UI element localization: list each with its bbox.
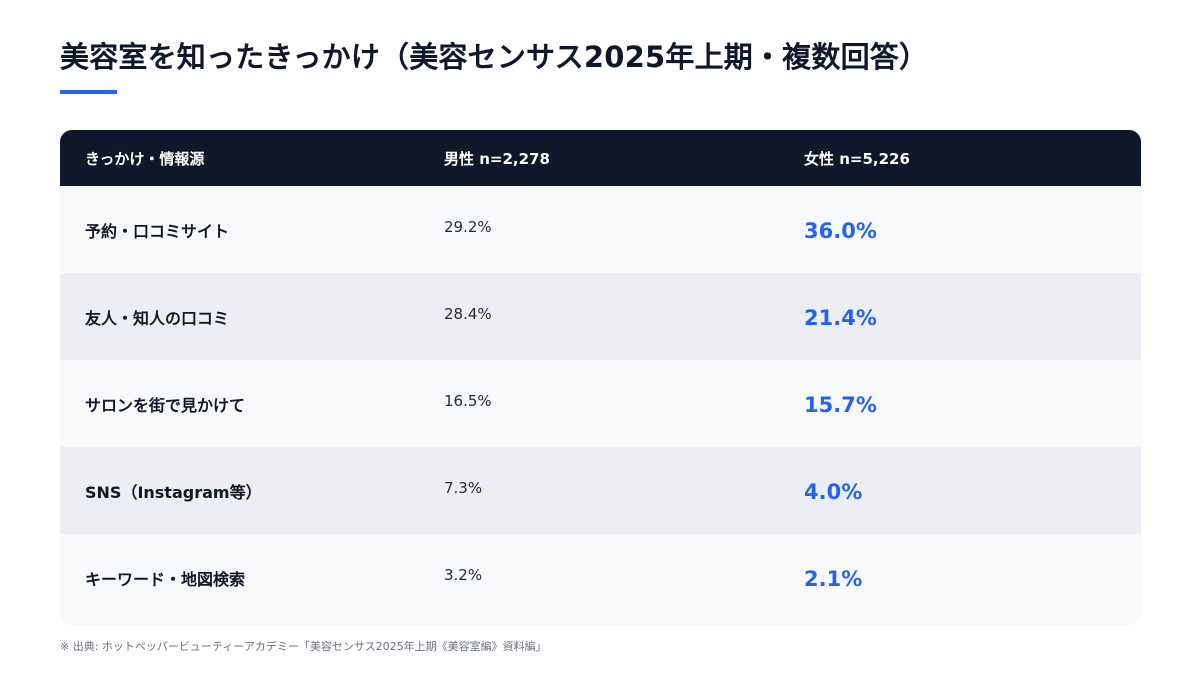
row-female-value: 15.7% [804,392,877,417]
row-female-value: 2.1% [804,566,863,591]
table-row: SNS（Instagram等） 7.3% 4.0% [60,447,1141,534]
page-title: 美容室を知ったきっかけ（美容センサス2025年上期・複数回答） [60,40,929,74]
row-female-value: 36.0% [804,218,877,243]
header-source: きっかけ・情報源 [85,149,205,168]
row-label: サロンを街で見かけて [85,395,246,415]
row-female-value: 21.4% [804,305,877,330]
row-female-value: 4.0% [804,479,863,504]
row-male-value: 28.4% [444,304,492,323]
table-row: サロンを街で見かけて 16.5% 15.7% [60,360,1141,447]
table-row: 友人・知人の口コミ 28.4% 21.4% [60,273,1141,360]
data-table: きっかけ・情報源 男性 n=2,278 女性 n=5,226 予約・口コミサイト… [60,130,1141,625]
header-male: 男性 n=2,278 [444,149,550,168]
row-label: 友人・知人の口コミ [85,308,230,328]
row-label: キーワード・地図検索 [85,569,246,589]
source-note: ※ 出典: ホットペッパービューティーアカデミー「美容センサス2025年上期《美… [60,640,547,653]
row-male-value: 7.3% [444,478,483,497]
row-male-value: 16.5% [444,391,492,410]
row-male-value: 29.2% [444,217,492,236]
header-female: 女性 n=5,226 [804,149,910,168]
table-header: きっかけ・情報源 男性 n=2,278 女性 n=5,226 [60,130,1141,186]
title-accent-bar [60,90,117,94]
table-row: キーワード・地図検索 3.2% 2.1% [60,534,1141,621]
row-label: 予約・口コミサイト [85,221,230,241]
table-row: 予約・口コミサイト 29.2% 36.0% [60,186,1141,273]
row-label: SNS（Instagram等） [85,482,262,502]
row-male-value: 3.2% [444,565,483,584]
